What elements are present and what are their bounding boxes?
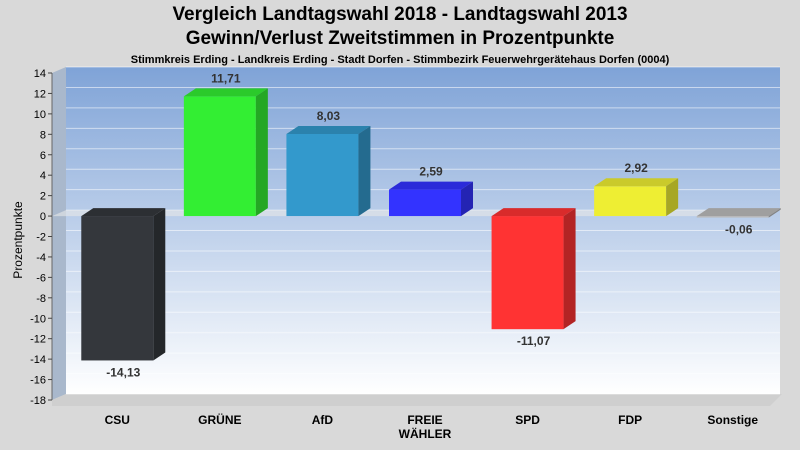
y-tick-label: -2 [36,232,46,244]
data-label: 11,71 [211,71,241,85]
bar-afd [286,126,371,217]
y-tick-label: -6 [36,272,46,284]
y-tick-label: 10 [34,109,46,121]
x-tick-label: FDP [618,413,642,427]
y-tick-label: 14 [34,68,46,80]
bar-freie-wähler [389,181,473,217]
x-tick-label: AfD [312,413,334,427]
chart-subtitle: Stimmkreis Erding - Landkreis Erding - S… [130,54,670,66]
bar-fdp [594,178,679,217]
y-tick-label: 4 [40,170,46,182]
bar-spd [491,208,576,330]
plot-side-wall [52,67,66,400]
data-label: -11,07 [517,334,551,348]
plot-floor [52,394,782,406]
y-tick-label: -10 [30,313,46,325]
y-tick-label: -8 [36,293,46,305]
x-tick-label: GRÜNE [198,412,241,427]
y-tick-label: 6 [40,150,46,162]
data-label: -0,06 [725,223,753,237]
data-label: 8,03 [317,109,341,123]
bar-sonstige [696,208,781,218]
bar-csu [81,208,166,361]
y-axis-label: Prozentpunkte [11,201,25,279]
x-tick-label: CSU [105,413,130,427]
y-tick-label: -12 [30,334,46,346]
y-tick-label: -14 [30,354,46,366]
y-tick-label: 0 [40,211,46,223]
chart-title: Vergleich Landtagswahl 2018 - Landtagswa… [172,4,628,25]
y-tick-label: 8 [40,129,46,141]
x-tick-label: SPD [515,413,540,427]
x-tick-label: FREIE WÄHLER [399,413,452,441]
x-tick-label: Sonstige [707,413,758,427]
y-tick-label: -18 [30,395,46,407]
y-tick-label: -16 [30,375,46,387]
y-tick-label: 12 [34,88,46,100]
data-label: 2,59 [419,165,443,179]
chart-title-line2: Gewinn/Verlust Zweitstimmen in Prozentpu… [185,28,615,49]
data-label: 2,92 [624,161,648,175]
bar-grüne [183,88,268,217]
y-tick-label: -4 [36,252,46,264]
data-label: -14,13 [106,365,140,379]
y-tick-label: 2 [40,191,46,203]
